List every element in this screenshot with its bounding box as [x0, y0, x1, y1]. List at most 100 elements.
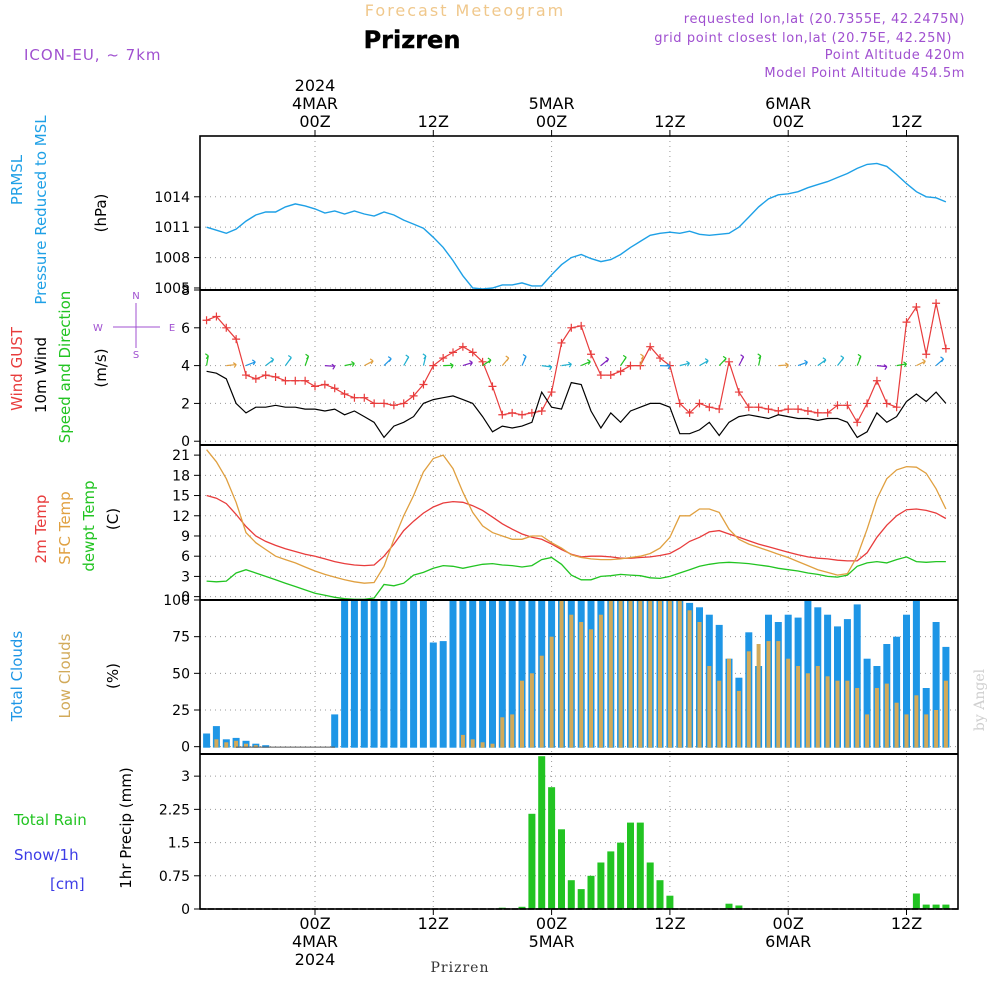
total-cloud-bar [262, 745, 270, 748]
wind-direction-arrowhead [405, 354, 410, 361]
low-cloud-bar [569, 614, 574, 748]
gust-marker [567, 323, 576, 332]
low-cloud-bar [943, 680, 948, 748]
gust-marker [547, 388, 556, 397]
time-label-bottom: 6MAR [765, 932, 811, 951]
gust-marker [508, 408, 517, 417]
low-cloud-bar [559, 600, 564, 748]
rain-bar [627, 822, 634, 909]
total-cloud-bar [459, 600, 467, 748]
wind-direction-arrowhead [903, 361, 907, 368]
time-label-bottom: 5MAR [529, 932, 575, 951]
wind-direction-arrowhead [686, 360, 690, 367]
low-cloud-bar [253, 745, 258, 748]
gust-marker [863, 399, 872, 408]
low-cloud-bar [520, 680, 524, 748]
plot-frame [199, 135, 959, 910]
total-cloud-bar [429, 642, 437, 748]
compass-south: S [133, 350, 139, 361]
gust-marker [370, 399, 379, 408]
low-cloud-bar [914, 695, 919, 748]
gust-marker [813, 408, 822, 417]
total-cloud-bar [331, 714, 339, 748]
rain-bar [656, 880, 664, 909]
rain-bar [607, 851, 615, 909]
time-label-bottom: 00Z [299, 914, 330, 933]
gust-marker [794, 405, 803, 414]
low-cloud-bar [776, 641, 781, 748]
tick-label: 2.25 [159, 802, 190, 818]
wind-direction-arrow [541, 365, 552, 368]
wind-direction-arrow [561, 363, 572, 367]
total-cloud-bar [419, 600, 427, 748]
gust-marker [261, 371, 270, 380]
gust-marker [902, 318, 911, 327]
snow-label: Snow/1h [14, 846, 79, 864]
wind-direction-arrowhead [270, 356, 275, 363]
time-label-bottom: 00Z [773, 914, 804, 933]
time-label-top: 12Z [891, 112, 922, 131]
low-cloud-bar [717, 680, 722, 748]
low-cloud-bar [845, 680, 850, 748]
time-label-top: 4MAR [292, 94, 338, 113]
gust-marker [734, 388, 743, 397]
time-label-top: 5MAR [529, 94, 575, 113]
low-cloud-bar [736, 690, 741, 748]
rain-label: Total Rain [13, 811, 87, 829]
gust-marker [675, 399, 684, 408]
temp-unit: (C) [104, 508, 122, 530]
gust-marker [439, 354, 448, 363]
wind-direction-arrow [364, 360, 374, 367]
gust-marker [232, 335, 241, 344]
frame-layer [194, 130, 959, 915]
gust-marker [882, 399, 891, 408]
total-cloud-bar [380, 600, 388, 748]
low-cloud-bar [805, 673, 810, 748]
total-cloud-bar [903, 614, 910, 748]
rain-bar [587, 875, 595, 909]
rain-bar [597, 862, 605, 909]
total-cloud-bar [341, 600, 349, 748]
low-cloud-bar [500, 717, 505, 748]
low-cloud-bar [727, 658, 731, 748]
time-label-top: 00Z [536, 112, 567, 131]
gust-marker [853, 418, 862, 427]
rain-bar [577, 889, 585, 909]
wind-direction-arrow [580, 360, 591, 367]
time-label-bottom: 12Z [654, 914, 685, 933]
gust-marker [340, 389, 349, 398]
wind-direction-arrowhead [822, 357, 827, 364]
wind-direction-arrow [778, 364, 789, 367]
wind-direction-arrowhead [605, 356, 610, 363]
low-cloud-bar [796, 666, 801, 748]
gust-marker [843, 401, 852, 410]
tick-label: 0 [181, 902, 190, 918]
low-cloud-bar [865, 714, 870, 748]
tick-label: 1005 [154, 281, 190, 297]
wind-direction-label: Speed and Direction [56, 291, 74, 444]
sfc-temp-label: SFC Temp [56, 491, 74, 564]
rain-bar [636, 822, 644, 909]
wind-direction-arrowhead [784, 362, 789, 369]
rain-bar [528, 813, 536, 909]
low-cloud-bar [598, 614, 603, 748]
sfc-temp-line [206, 449, 947, 584]
total-cloud-bar [518, 600, 526, 748]
wind-direction-arrowhead [740, 354, 745, 361]
gust-marker [833, 401, 842, 410]
bottom-location: Prizren [431, 960, 490, 976]
gust-marker [626, 361, 635, 370]
compass-north: N [132, 291, 139, 302]
wind-direction-arrow [324, 365, 335, 367]
rain-bar [538, 756, 546, 909]
compass-east: E [169, 323, 175, 334]
total-cloud-bar [203, 733, 211, 748]
low-cloud-bar [638, 600, 643, 748]
total-cloud-bar [360, 600, 368, 748]
dewpt-line [206, 556, 946, 600]
wind-direction-arrowhead [331, 363, 336, 370]
low-cloud-bar [539, 655, 544, 748]
low-cloud-bar [874, 688, 879, 748]
tick-label: 0 [181, 740, 190, 756]
wind-direction-arrow [876, 365, 887, 368]
